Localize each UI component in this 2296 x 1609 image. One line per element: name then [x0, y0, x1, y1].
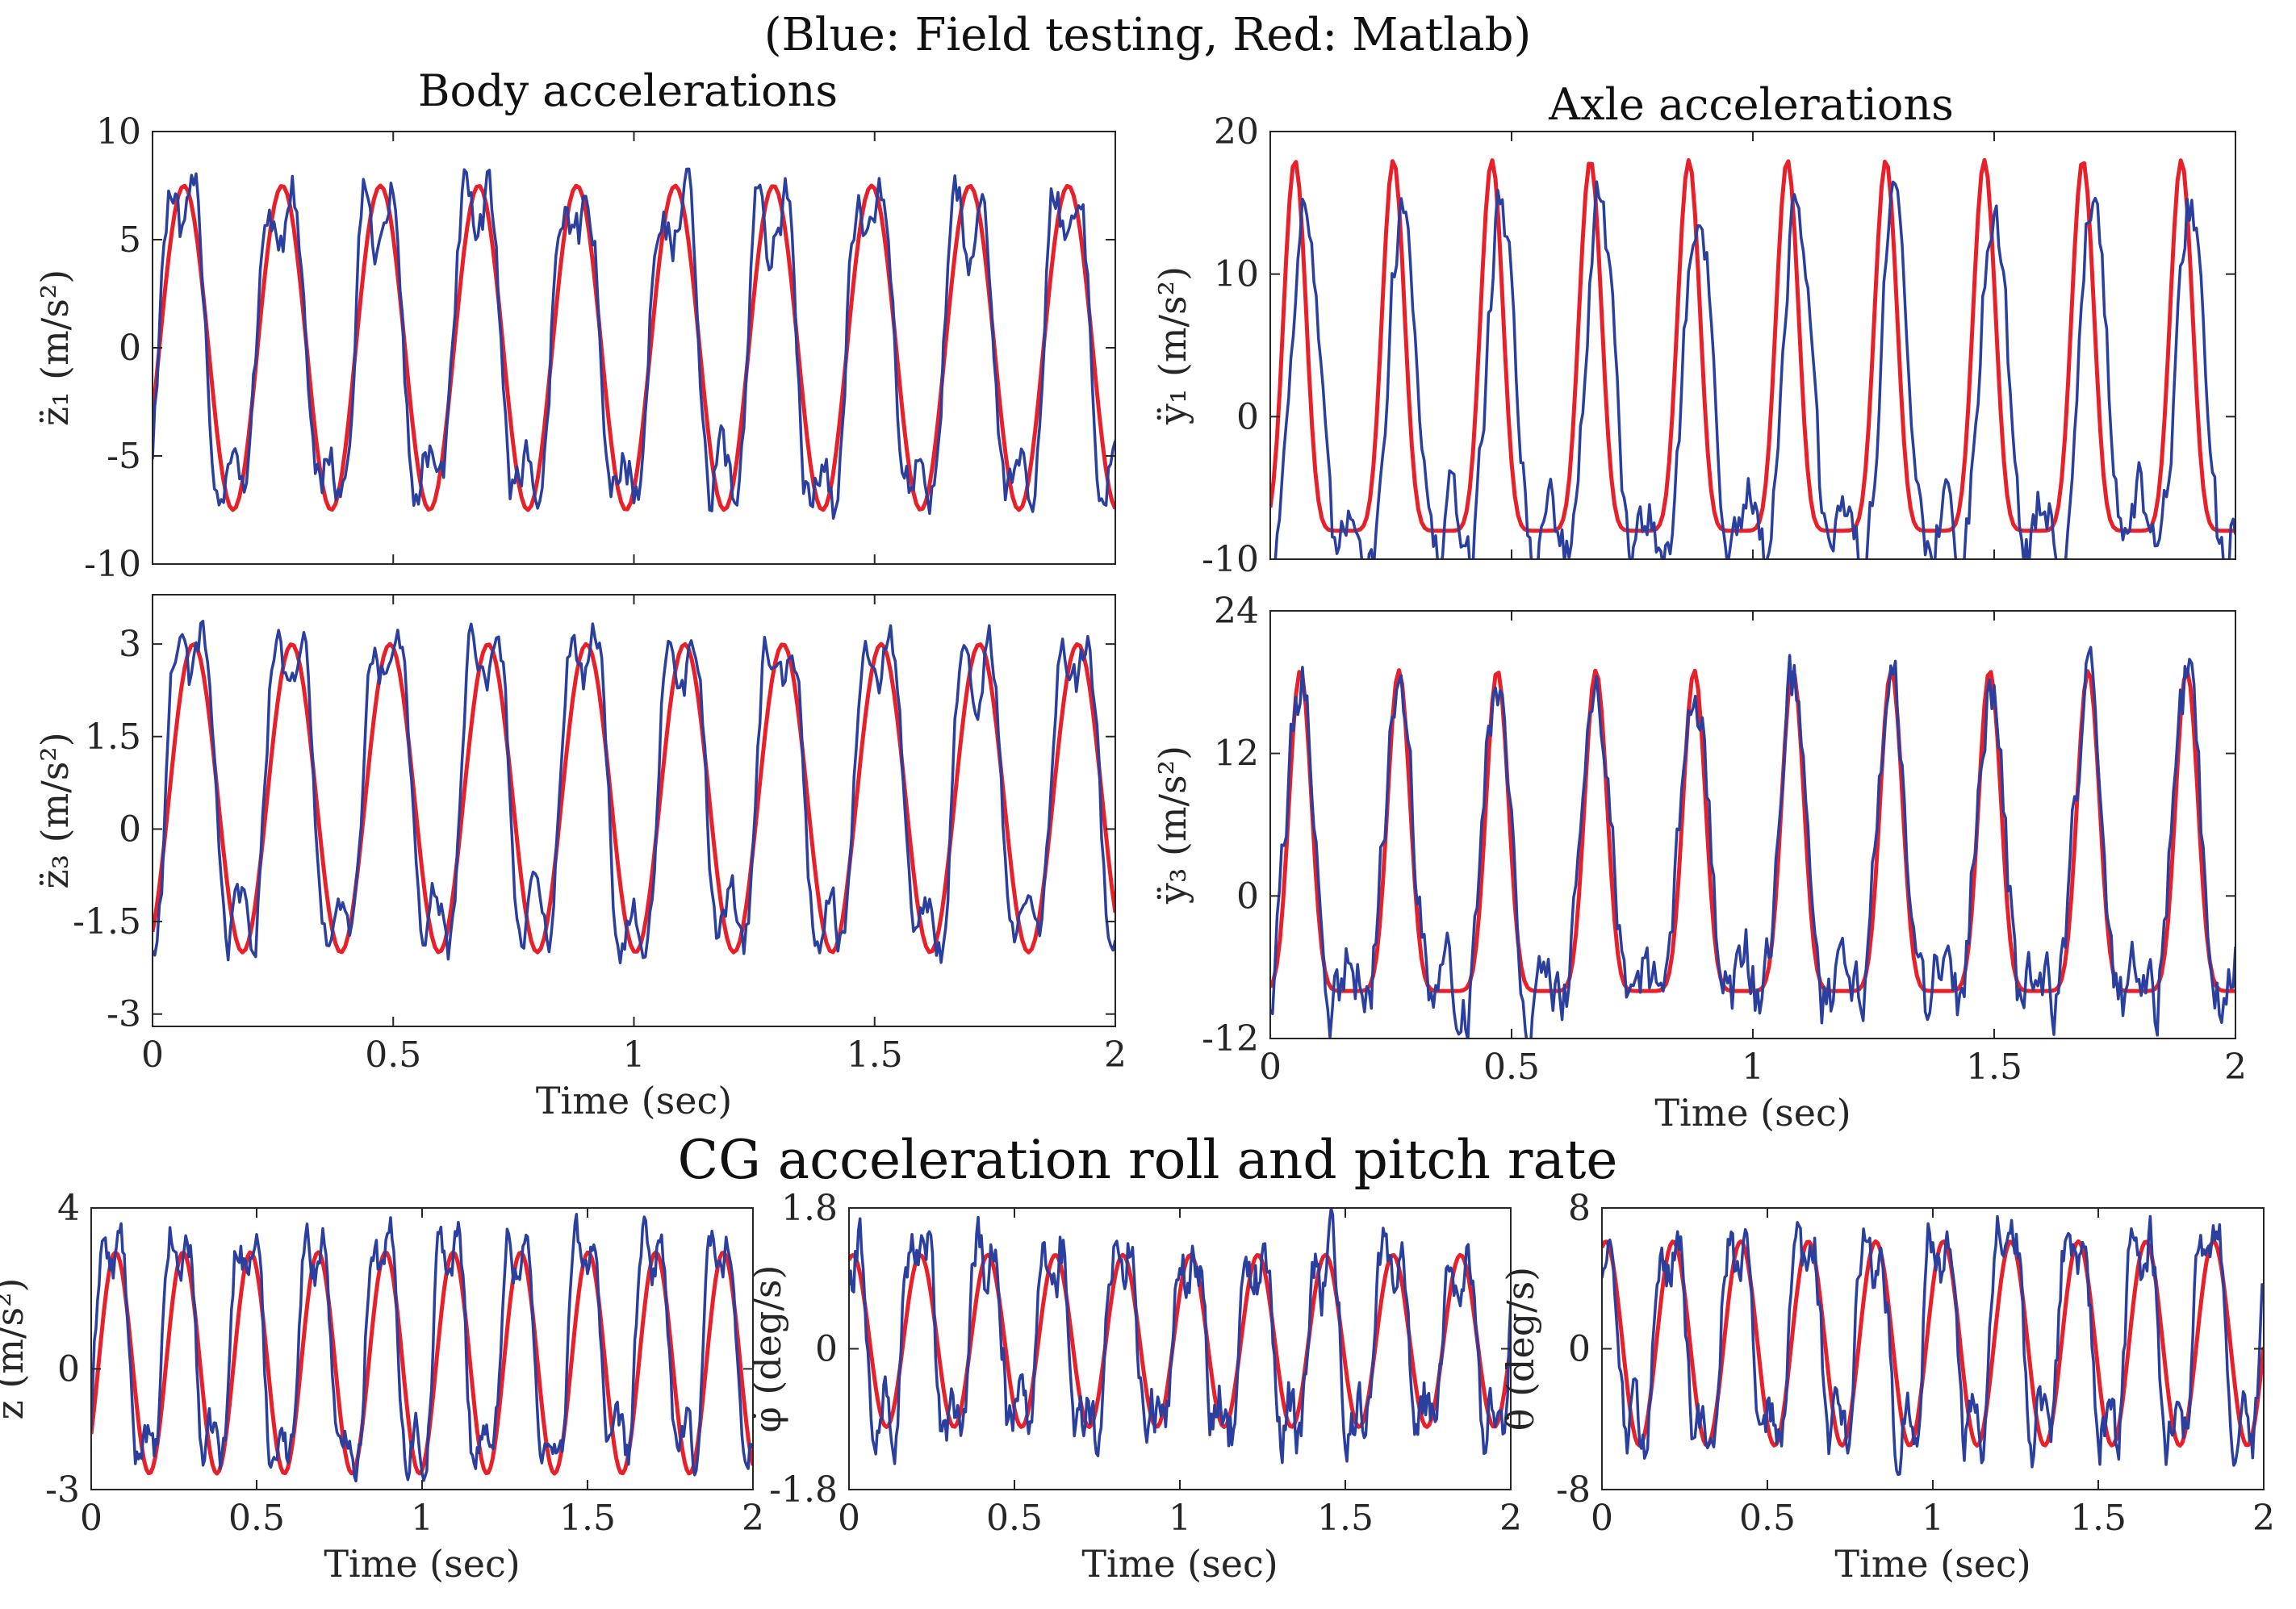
series-field-line — [153, 620, 1115, 965]
y-axis-label: z̈₃ (m/s²) — [33, 732, 77, 888]
y-tick-label: 8 — [1568, 1188, 1591, 1229]
x-tick-label: 1.5 — [2070, 1498, 2127, 1539]
y-tick-label: 1.8 — [781, 1188, 838, 1229]
y-axis-label: z̈ (m/s²) — [0, 1278, 31, 1420]
y-axis-label: ÿ₃ (m/s²) — [1151, 746, 1194, 905]
y-tick-label: 0 — [57, 1348, 80, 1390]
x-tick-label: 1 — [1922, 1498, 1944, 1539]
section-title-cg: CG acceleration roll and pitch rate — [678, 1129, 1618, 1191]
y-tick-label: 0 — [1236, 396, 1259, 437]
y-tick-label: 5 — [119, 219, 141, 261]
x-tick-label: 0 — [1259, 1047, 1282, 1088]
x-tick-label: 2 — [2252, 1498, 2275, 1539]
x-axis-label: Time (sec) — [1834, 1542, 2030, 1586]
y-tick-label: -3 — [107, 994, 141, 1035]
legend-text: (Blue: Field testing, Red: Matlab) — [764, 9, 1532, 61]
x-tick-label: 1.5 — [1317, 1498, 1374, 1539]
series-field-line — [91, 1213, 753, 1483]
chart-y1: -10 0 10 20 ÿ₁ (m/s²) — [1151, 111, 2236, 580]
y-axis-label: θ̇ (deg/s) — [1499, 1267, 1542, 1431]
x-tick-label: 1.5 — [847, 1034, 903, 1076]
y-tick-label: 0 — [119, 809, 141, 850]
x-tick-label: 1.5 — [1966, 1047, 2022, 1088]
y-tick-label: 4 — [57, 1188, 80, 1229]
x-tick-label: 0 — [838, 1498, 860, 1539]
x-axis-label: Time (sec) — [1081, 1542, 1278, 1586]
chart-z3: 0 0.5 1 1.5 2 -3 -1.5 0 1.5 3 Time (sec) z̈₃ (m/s²) — [33, 594, 1127, 1122]
x-tick-label: 0.5 — [365, 1034, 421, 1076]
x-axis-label: Time (sec) — [1654, 1091, 1851, 1135]
y-axis-label: z̈₁ (m/s²) — [33, 270, 77, 426]
plot-area-y1 — [1270, 157, 2235, 559]
y-tick-label: 10 — [1214, 254, 1259, 295]
y-tick-label: 10 — [96, 111, 141, 153]
plot-area-theta — [1602, 1214, 2264, 1477]
x-tick-label: 1 — [623, 1034, 646, 1076]
x-tick-label: 0.5 — [228, 1498, 285, 1539]
x-tick-label: 0 — [80, 1498, 102, 1539]
x-tick-label: 0 — [1591, 1498, 1613, 1539]
y-tick-label: 12 — [1214, 733, 1259, 775]
x-tick-label: 1.5 — [559, 1498, 616, 1539]
y-axis-label: ÿ₁ (m/s²) — [1151, 266, 1194, 425]
y-tick-label: 0 — [815, 1329, 838, 1370]
series-field-line — [1602, 1214, 2264, 1477]
plot-area-zcg — [91, 1213, 753, 1483]
x-tick-label: 2 — [1499, 1498, 1522, 1539]
plot-area-z3 — [153, 620, 1115, 965]
y-tick-label: 1.5 — [85, 717, 141, 758]
x-tick-label: 1 — [1169, 1498, 1191, 1539]
y-tick-label: 0 — [1236, 876, 1259, 917]
section-title-axle: Axle accelerations — [1548, 79, 1954, 130]
x-tick-label: 1 — [1742, 1047, 1764, 1088]
series-matlab-line — [91, 1250, 753, 1476]
series-field-line — [849, 1208, 1511, 1465]
y-tick-label: -5 — [107, 436, 141, 477]
plot-area-phi — [849, 1208, 1511, 1465]
x-axis-label: Time (sec) — [324, 1542, 520, 1586]
series-field-line — [1273, 180, 2235, 559]
x-tick-label: 2 — [2224, 1047, 2247, 1088]
x-axis-label: Time (sec) — [536, 1079, 732, 1122]
plot-area-y3 — [1270, 646, 2235, 1039]
section-title-body: Body accelerations — [418, 65, 838, 116]
y-tick-label: -8 — [1556, 1469, 1591, 1511]
plot-area-z1 — [153, 167, 1115, 520]
y-tick-label: -10 — [1202, 539, 1259, 580]
x-tick-label: 0.5 — [1483, 1047, 1540, 1088]
series-field-line — [1270, 646, 2235, 1039]
y-tick-label: -10 — [84, 544, 141, 585]
x-tick-label: 2 — [742, 1498, 764, 1539]
y-axis-label: φ̇ (deg/s) — [746, 1265, 789, 1433]
x-tick-label: 1 — [411, 1498, 433, 1539]
y-tick-label: -12 — [1202, 1018, 1259, 1059]
y-tick-label: -1.5 — [73, 901, 141, 942]
x-tick-label: 0 — [141, 1034, 164, 1076]
x-tick-label: 0.5 — [1739, 1498, 1796, 1539]
y-tick-label: 0 — [1568, 1329, 1591, 1370]
series-field-line — [153, 167, 1115, 520]
series-matlab-line — [1270, 668, 2235, 993]
y-tick-label: 0 — [119, 328, 141, 369]
x-tick-label: 2 — [1104, 1034, 1127, 1076]
chart-z1: -10 -5 0 5 10 z̈₁ (m/s²) — [33, 111, 1116, 585]
x-tick-label: 0.5 — [986, 1498, 1043, 1539]
y-tick-label: -3 — [45, 1469, 80, 1511]
y-tick-label: -1.8 — [769, 1469, 838, 1511]
y-tick-label: 20 — [1214, 111, 1259, 153]
y-tick-label: 3 — [119, 624, 141, 665]
y-tick-label: 24 — [1214, 591, 1259, 632]
